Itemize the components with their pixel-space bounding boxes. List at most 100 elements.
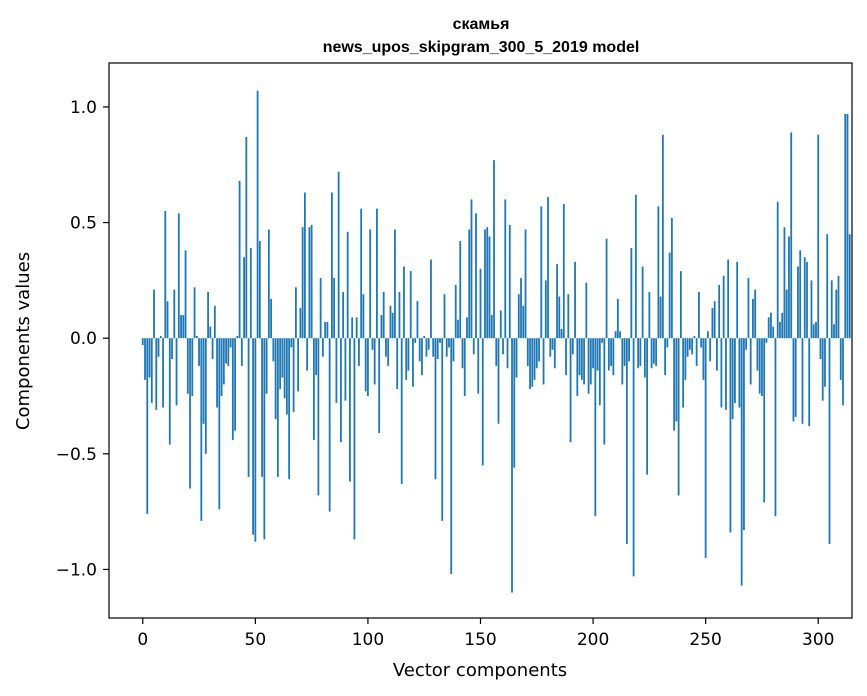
bar-73 [306,338,309,371]
bar-176 [538,338,540,362]
bar-270 [749,338,752,385]
bar-12 [168,338,171,445]
bar-65 [288,338,291,480]
bar-167 [517,294,520,339]
bar-178 [542,338,545,385]
bar-269 [747,278,750,339]
bar-58 [272,338,275,362]
bar-55 [265,338,268,394]
bar-9 [162,338,164,408]
y-tick-label-2: 0.0 [70,329,97,349]
bar-185 [558,296,561,339]
bar-6 [155,338,158,410]
bar-67 [292,338,295,413]
bar-306 [830,280,833,339]
bar-289 [792,338,795,422]
bar-175 [535,338,538,369]
bar-76 [312,338,315,440]
bar-111 [391,312,394,339]
bar-255 [716,338,718,371]
bar-217 [630,248,633,339]
bar-13 [171,338,173,359]
bar-196 [583,338,585,385]
bar-160 [502,338,504,355]
bar-291 [797,266,799,339]
bar-122 [416,301,419,339]
bar-298 [812,324,815,339]
bar-48 [249,248,252,339]
bar-43 [238,180,241,339]
bar-79 [319,278,322,339]
bar-137 [450,338,453,575]
bar-225 [648,291,651,339]
bar-28 [204,338,207,454]
bar-37 [225,338,227,364]
bar-313 [846,113,849,339]
bar-236 [673,338,676,431]
bar-301 [819,338,822,359]
bar-117 [405,338,408,380]
bar-83 [328,338,331,512]
bar-149 [477,338,480,394]
bar-296 [808,338,811,427]
bar-148 [475,213,477,339]
bar-136 [448,338,450,348]
bar-310 [839,338,842,380]
bar-46 [245,137,248,339]
bar-282 [776,201,779,339]
bar-252 [709,338,712,362]
bar-40 [231,338,234,440]
bar-120 [412,338,414,387]
bar-74 [308,227,311,339]
bar-248 [700,338,703,348]
bar-57 [270,298,273,339]
bar-0 [141,338,144,346]
bar-212 [619,331,621,339]
bar-116 [403,266,405,339]
bar-30 [209,326,212,339]
bar-143 [463,338,466,396]
bar-264 [736,261,739,339]
bar-99 [364,338,367,392]
bar-146 [470,199,473,339]
bar-234 [668,252,671,339]
bar-250 [704,338,707,558]
bar-29 [207,291,209,339]
bar-102 [371,338,374,350]
bar-219 [634,194,637,339]
bar-281 [774,338,777,517]
bar-286 [785,289,788,339]
bar-166 [515,338,518,378]
bar-86 [335,338,338,403]
bar-258 [722,275,725,339]
x-tick-label-200: 200 [577,630,609,650]
bar-36 [222,338,225,385]
bar-284 [781,312,784,339]
bar-139 [454,285,457,339]
bar-231 [661,134,664,339]
bar-78 [317,338,320,496]
y-axis-ticks: 1.0 0.5 0.0 −0.5 −1.0 [56,98,109,580]
bar-277 [765,338,768,343]
bar-179 [544,280,547,339]
bar-222 [641,266,644,339]
bar-246 [695,338,698,366]
bar-238 [677,338,680,496]
bar-138 [452,338,455,362]
bar-205 [603,338,606,445]
bar-49 [252,338,254,535]
bar-4 [150,338,153,403]
bar-213 [621,338,624,385]
bar-309 [837,275,840,339]
bar-69 [297,338,300,392]
bar-82 [326,322,329,339]
bar-19 [184,250,187,339]
bar-161 [504,199,507,339]
bar-199 [589,338,592,385]
bar-187 [562,204,565,339]
chart-subtitle: news_upos_skipgram_300_5_2019 model [323,39,640,56]
bar-101 [369,229,372,339]
bar-154 [488,236,491,339]
bar-254 [713,301,716,339]
bar-265 [738,338,741,408]
